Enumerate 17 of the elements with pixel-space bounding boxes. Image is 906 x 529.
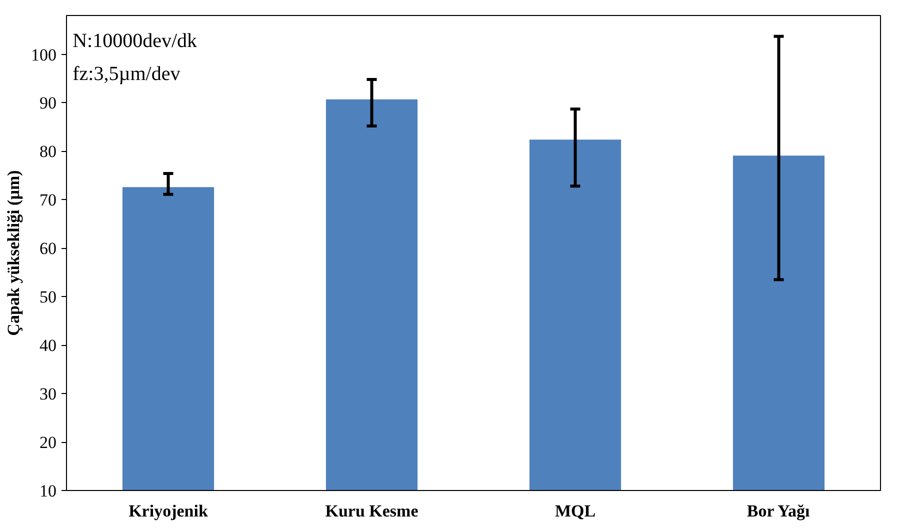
y-tick-label: 30 [40,384,56,404]
y-tick-label: 10 [40,482,56,500]
y-tick-label: 40 [40,336,56,356]
y-tick-label: 70 [40,190,56,210]
y-tick-label: 60 [40,239,56,258]
y-tick-label: 90 [40,94,56,113]
annotation: fz:3,5µm/dev [72,63,180,85]
y-tick-label: 100 [31,45,56,64]
y-tick-label: 80 [40,142,56,162]
y-tick-label: 50 [40,288,56,307]
y-tick-label: 20 [40,433,56,452]
y-axis-title: Çapak yüksekliği (µm) [4,170,23,336]
x-tick-label: Kriyojenik [128,502,208,520]
x-tick-label: MQL [554,502,596,520]
annotation: N:10000dev/dk [72,30,198,52]
x-tick-label: Bor Yağı [746,502,810,520]
x-tick-label: Kuru Kesme [325,502,419,520]
